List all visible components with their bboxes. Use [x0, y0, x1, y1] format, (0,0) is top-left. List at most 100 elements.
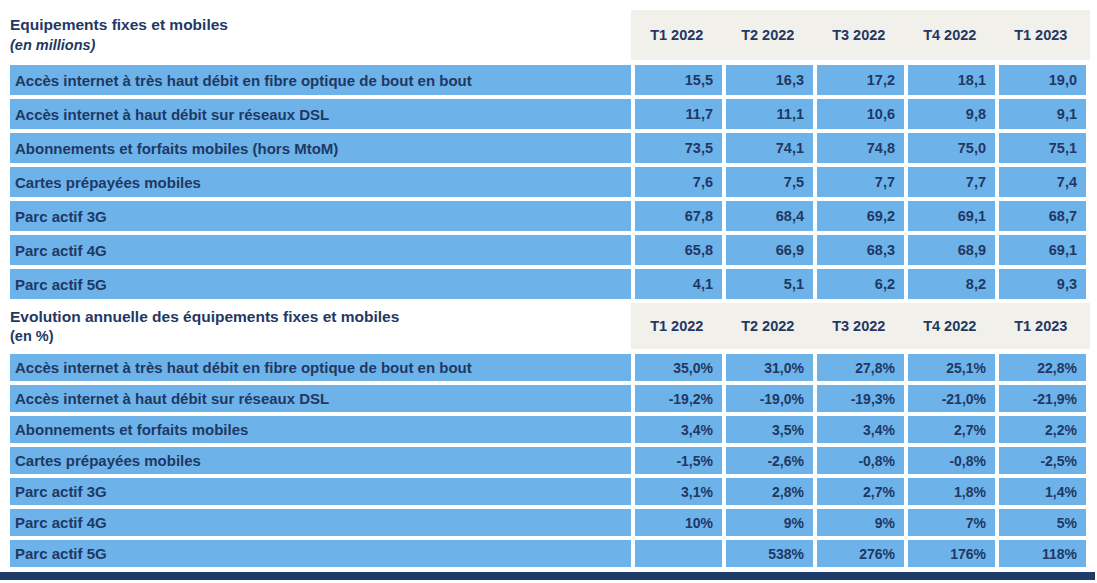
value-cell: 27,8%	[817, 354, 904, 381]
value-cell: -21,9%	[999, 385, 1086, 412]
value-cell: 68,7	[999, 201, 1086, 231]
value-cell: 75,0	[908, 133, 995, 163]
value-cell: -19,3%	[817, 385, 904, 412]
column-header: T3 2022	[815, 27, 902, 43]
value-cell: 9,3	[999, 269, 1086, 299]
row-label: Accès internet à très haut débit en fibr…	[10, 65, 631, 95]
row-label: Accès internet à haut débit sur réseaux …	[10, 385, 631, 412]
value-cell: -21,0%	[908, 385, 995, 412]
value-cell: -2,6%	[726, 447, 813, 474]
value-cell: 176%	[908, 540, 995, 567]
value-cell: 538%	[726, 540, 813, 567]
evolution-subtitle: (en %)	[10, 328, 631, 345]
value-cell: 3,4%	[817, 416, 904, 443]
table-row: Parc actif 4G65,866,968,368,969,1	[10, 235, 1090, 265]
column-header: T1 2022	[633, 318, 720, 334]
value-cell: 69,1	[999, 235, 1086, 265]
value-cell: 25,1%	[908, 354, 995, 381]
equipements-header-row: Equipements fixes et mobiles (en million…	[10, 10, 1090, 60]
value-cell: 65,8	[635, 235, 722, 265]
table-row: Cartes prépayées mobiles7,67,57,77,77,4	[10, 167, 1090, 197]
value-cell: 2,2%	[999, 416, 1086, 443]
table-equipements-section: Equipements fixes et mobiles (en million…	[10, 10, 1090, 299]
evolution-title: Evolution annuelle des équipements fixes…	[10, 308, 631, 326]
value-cell: 18,1	[908, 65, 995, 95]
value-cell: 9,8	[908, 99, 995, 129]
evolution-rows: Accès internet à très haut débit en fibr…	[10, 354, 1090, 567]
column-header: T2 2022	[724, 27, 811, 43]
value-cell: 4,1	[635, 269, 722, 299]
value-cell: 2,7%	[817, 478, 904, 505]
column-header: T1 2023	[997, 318, 1084, 334]
row-label: Accès internet à très haut débit en fibr…	[10, 354, 631, 381]
value-cell: 2,8%	[726, 478, 813, 505]
value-cell: 35,0%	[635, 354, 722, 381]
table-row: Parc actif 3G67,868,469,269,168,7	[10, 201, 1090, 231]
value-cell: 3,4%	[635, 416, 722, 443]
value-cell: 15,5	[635, 65, 722, 95]
value-cell: -0,8%	[908, 447, 995, 474]
value-cell: 11,1	[726, 99, 813, 129]
table-row: Accès internet à très haut débit en fibr…	[10, 65, 1090, 95]
value-cell: 7,6	[635, 167, 722, 197]
equipements-title: Equipements fixes et mobiles	[10, 16, 631, 34]
row-label: Cartes prépayées mobiles	[10, 447, 631, 474]
row-label: Parc actif 4G	[10, 235, 631, 265]
equipements-subtitle: (en millions)	[10, 37, 631, 54]
value-cell: 7,7	[817, 167, 904, 197]
value-cell: 6,2	[817, 269, 904, 299]
value-cell: 68,4	[726, 201, 813, 231]
table-row: Accès internet à très haut débit en fibr…	[10, 354, 1090, 381]
column-header: T4 2022	[906, 27, 993, 43]
row-label: Abonnements et forfaits mobiles	[10, 416, 631, 443]
equipements-column-headers: T1 2022T2 2022T3 2022T4 2022T1 2023	[631, 10, 1090, 60]
table-row: Cartes prépayées mobiles-1,5%-2,6%-0,8%-…	[10, 447, 1090, 474]
row-label: Abonnements et forfaits mobiles (hors Mt…	[10, 133, 631, 163]
value-cell: 9,1	[999, 99, 1086, 129]
table-row: Parc actif 3G3,1%2,8%2,7%1,8%1,4%	[10, 478, 1090, 505]
value-cell: 7,5	[726, 167, 813, 197]
column-header: T4 2022	[906, 318, 993, 334]
value-cell: 10%	[635, 509, 722, 536]
value-cell: 2,7%	[908, 416, 995, 443]
value-cell: 5%	[999, 509, 1086, 536]
row-label: Parc actif 4G	[10, 509, 631, 536]
value-cell: 10,6	[817, 99, 904, 129]
value-cell: 3,1%	[635, 478, 722, 505]
equipements-rows: Accès internet à très haut débit en fibr…	[10, 65, 1090, 299]
report-page: Equipements fixes et mobiles (en million…	[0, 0, 1097, 583]
row-label: Parc actif 5G	[10, 540, 631, 567]
value-cell: 17,2	[817, 65, 904, 95]
table-row: Accès internet à haut débit sur réseaux …	[10, 385, 1090, 412]
value-cell: 75,1	[999, 133, 1086, 163]
value-cell: 7,4	[999, 167, 1086, 197]
column-header: T1 2023	[997, 27, 1084, 43]
value-cell: 74,1	[726, 133, 813, 163]
value-cell: 67,8	[635, 201, 722, 231]
value-cell: 31,0%	[726, 354, 813, 381]
table-row: Parc actif 5G4,15,16,28,29,3	[10, 269, 1090, 299]
row-label: Accès internet à haut débit sur réseaux …	[10, 99, 631, 129]
value-cell: -19,2%	[635, 385, 722, 412]
value-cell: -0,8%	[817, 447, 904, 474]
value-cell: 68,9	[908, 235, 995, 265]
value-cell: 74,8	[817, 133, 904, 163]
tables-container: Equipements fixes et mobiles (en million…	[10, 10, 1090, 571]
value-cell	[635, 540, 722, 567]
equipements-title-block: Equipements fixes et mobiles (en million…	[10, 10, 631, 60]
evolution-column-headers: T1 2022T2 2022T3 2022T4 2022T1 2023	[631, 303, 1090, 349]
column-header: T3 2022	[815, 318, 902, 334]
value-cell: 276%	[817, 540, 904, 567]
value-cell: 66,9	[726, 235, 813, 265]
value-cell: 1,4%	[999, 478, 1086, 505]
value-cell: 9%	[817, 509, 904, 536]
value-cell: 9%	[726, 509, 813, 536]
table-row: Accès internet à haut débit sur réseaux …	[10, 99, 1090, 129]
value-cell: -1,5%	[635, 447, 722, 474]
evolution-header-row: Evolution annuelle des équipements fixes…	[10, 303, 1090, 349]
evolution-title-block: Evolution annuelle des équipements fixes…	[10, 303, 631, 349]
value-cell: 22,8%	[999, 354, 1086, 381]
row-label: Parc actif 3G	[10, 478, 631, 505]
value-cell: 118%	[999, 540, 1086, 567]
value-cell: 73,5	[635, 133, 722, 163]
